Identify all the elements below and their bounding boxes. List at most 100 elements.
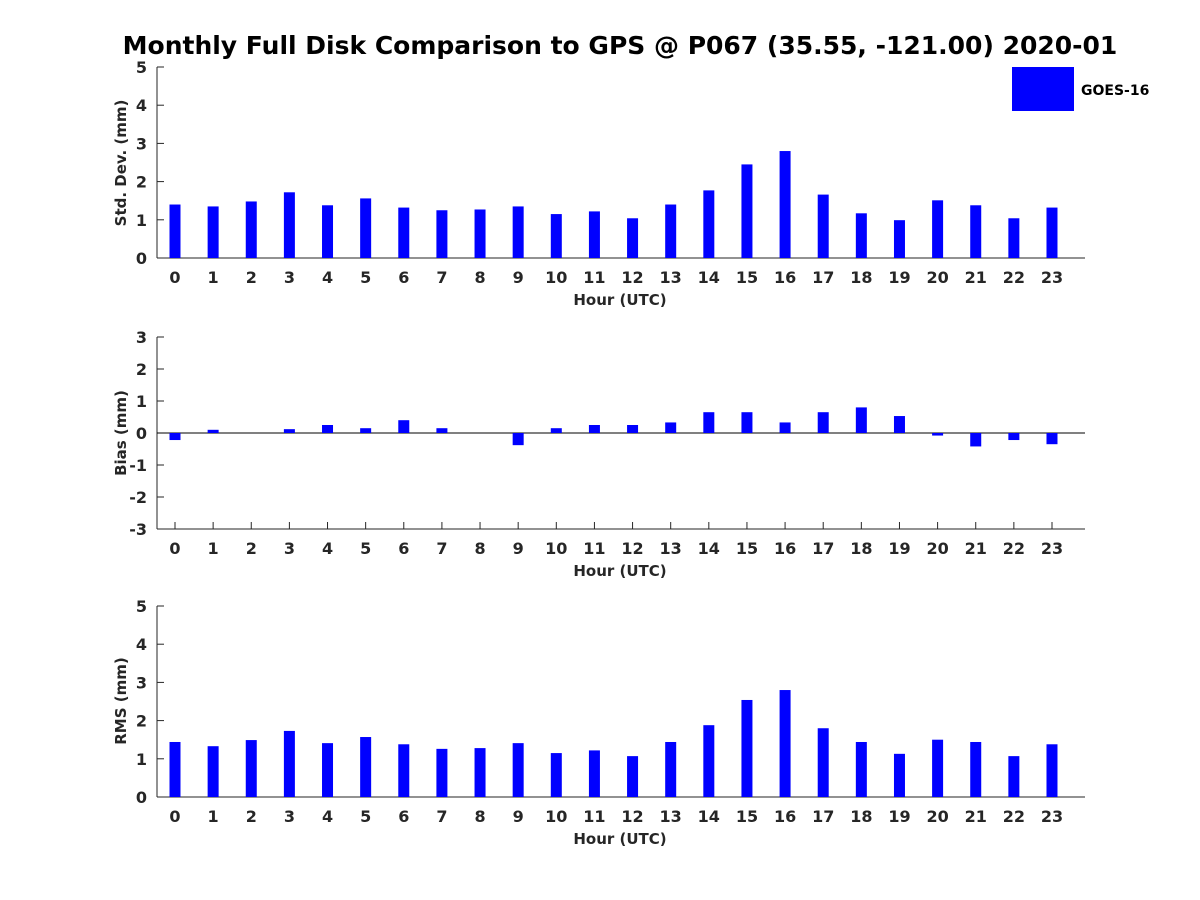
x-tick-label: 8 bbox=[474, 539, 485, 558]
bar-hour-0 bbox=[169, 741, 181, 797]
bar-hour-6 bbox=[398, 744, 410, 797]
legend-swatch bbox=[1012, 67, 1074, 111]
x-tick-label: 18 bbox=[850, 807, 872, 826]
x-tick-label: 12 bbox=[621, 807, 643, 826]
x-tick-label: 22 bbox=[1003, 268, 1025, 287]
x-tick-label: 5 bbox=[360, 268, 371, 287]
x-tick-label: 10 bbox=[545, 539, 567, 558]
bar-hour-9 bbox=[512, 743, 524, 797]
x-tick-label: 18 bbox=[850, 539, 872, 558]
bar-hour-9 bbox=[512, 433, 524, 446]
x-tick-label: 12 bbox=[621, 268, 643, 287]
x-tick-label: 19 bbox=[888, 268, 910, 287]
x-tick-label: 13 bbox=[660, 268, 682, 287]
x-tick-label: 10 bbox=[545, 268, 567, 287]
bar-hour-21 bbox=[970, 205, 982, 258]
bar-hour-6 bbox=[398, 420, 410, 433]
x-tick-label: 11 bbox=[583, 539, 605, 558]
bar-hour-10 bbox=[550, 753, 562, 797]
bar-hour-3 bbox=[283, 730, 295, 797]
x-tick-label: 16 bbox=[774, 268, 796, 287]
bar-hour-16 bbox=[779, 422, 791, 433]
y-tick-label: 5 bbox=[136, 597, 147, 616]
y-tick-label: -1 bbox=[129, 456, 147, 475]
bar-hour-13 bbox=[665, 422, 677, 433]
y-tick-label: -3 bbox=[129, 520, 147, 539]
x-tick-label: 5 bbox=[360, 807, 371, 826]
bar-hour-14 bbox=[703, 190, 715, 258]
bar-hour-23 bbox=[1046, 744, 1058, 797]
bar-hour-16 bbox=[779, 151, 791, 258]
x-tick-label: 11 bbox=[583, 807, 605, 826]
x-tick-label: 9 bbox=[513, 268, 524, 287]
y-tick-label: 3 bbox=[136, 134, 147, 153]
x-tick-label: 9 bbox=[513, 807, 524, 826]
x-tick-label: 20 bbox=[926, 539, 948, 558]
bar-hour-23 bbox=[1046, 207, 1058, 258]
bar-hour-13 bbox=[665, 204, 677, 258]
y-tick-label: 4 bbox=[136, 96, 147, 115]
x-tick-label: 0 bbox=[169, 807, 180, 826]
bar-hour-5 bbox=[360, 737, 372, 797]
x-axis-label: Hour (UTC) bbox=[573, 562, 666, 580]
y-tick-label: 2 bbox=[136, 173, 147, 192]
bar-hour-11 bbox=[588, 211, 600, 258]
bar-hour-11 bbox=[588, 425, 600, 433]
y-tick-label: 1 bbox=[136, 392, 147, 411]
x-tick-label: 7 bbox=[436, 807, 447, 826]
chart-title: Monthly Full Disk Comparison to GPS @ P0… bbox=[123, 31, 1118, 60]
bar-hour-7 bbox=[436, 748, 448, 797]
x-tick-label: 3 bbox=[284, 539, 295, 558]
x-tick-label: 22 bbox=[1003, 539, 1025, 558]
x-tick-label: 14 bbox=[698, 539, 720, 558]
bar-hour-9 bbox=[512, 206, 524, 258]
x-tick-label: 13 bbox=[660, 539, 682, 558]
bar-hour-20 bbox=[932, 200, 944, 258]
bar-hour-15 bbox=[741, 699, 753, 797]
bar-hour-21 bbox=[970, 741, 982, 797]
x-tick-label: 1 bbox=[208, 268, 219, 287]
x-tick-label: 14 bbox=[698, 807, 720, 826]
y-tick-label: 2 bbox=[136, 712, 147, 731]
bar-hour-3 bbox=[283, 192, 295, 258]
x-tick-label: 3 bbox=[284, 268, 295, 287]
bar-hour-10 bbox=[550, 428, 562, 433]
x-tick-label: 20 bbox=[926, 268, 948, 287]
bar-hour-0 bbox=[169, 204, 181, 258]
y-tick-label: 1 bbox=[136, 750, 147, 769]
x-axis-label: Hour (UTC) bbox=[573, 830, 666, 848]
x-tick-label: 15 bbox=[736, 807, 758, 826]
bar-hour-2 bbox=[245, 740, 257, 797]
x-tick-label: 3 bbox=[284, 807, 295, 826]
bar-hour-18 bbox=[855, 407, 867, 433]
y-tick-label: 5 bbox=[136, 58, 147, 77]
y-axis-label: RMS (mm) bbox=[112, 657, 130, 744]
x-tick-label: 2 bbox=[246, 268, 257, 287]
x-tick-label: 9 bbox=[513, 539, 524, 558]
bar-hour-3 bbox=[283, 429, 295, 433]
x-tick-label: 6 bbox=[398, 807, 409, 826]
bar-hour-17 bbox=[817, 194, 829, 258]
bar-hour-12 bbox=[627, 756, 639, 797]
bar-hour-22 bbox=[1008, 218, 1020, 258]
bar-hour-12 bbox=[627, 218, 639, 258]
bar-hour-19 bbox=[893, 416, 905, 433]
bar-hour-5 bbox=[360, 198, 372, 258]
y-tick-label: 0 bbox=[136, 788, 147, 807]
x-tick-label: 1 bbox=[208, 807, 219, 826]
x-tick-label: 17 bbox=[812, 268, 834, 287]
legend-label: GOES-16 bbox=[1081, 83, 1149, 99]
x-tick-label: 14 bbox=[698, 268, 720, 287]
x-tick-label: 21 bbox=[965, 539, 987, 558]
bar-hour-17 bbox=[817, 728, 829, 797]
x-tick-label: 23 bbox=[1041, 539, 1063, 558]
bar-hour-12 bbox=[627, 425, 639, 433]
x-tick-label: 6 bbox=[398, 268, 409, 287]
bar-hour-7 bbox=[436, 210, 448, 258]
x-tick-label: 17 bbox=[812, 807, 834, 826]
bar-hour-2 bbox=[245, 201, 257, 258]
x-tick-label: 8 bbox=[474, 268, 485, 287]
bar-hour-1 bbox=[207, 206, 219, 258]
